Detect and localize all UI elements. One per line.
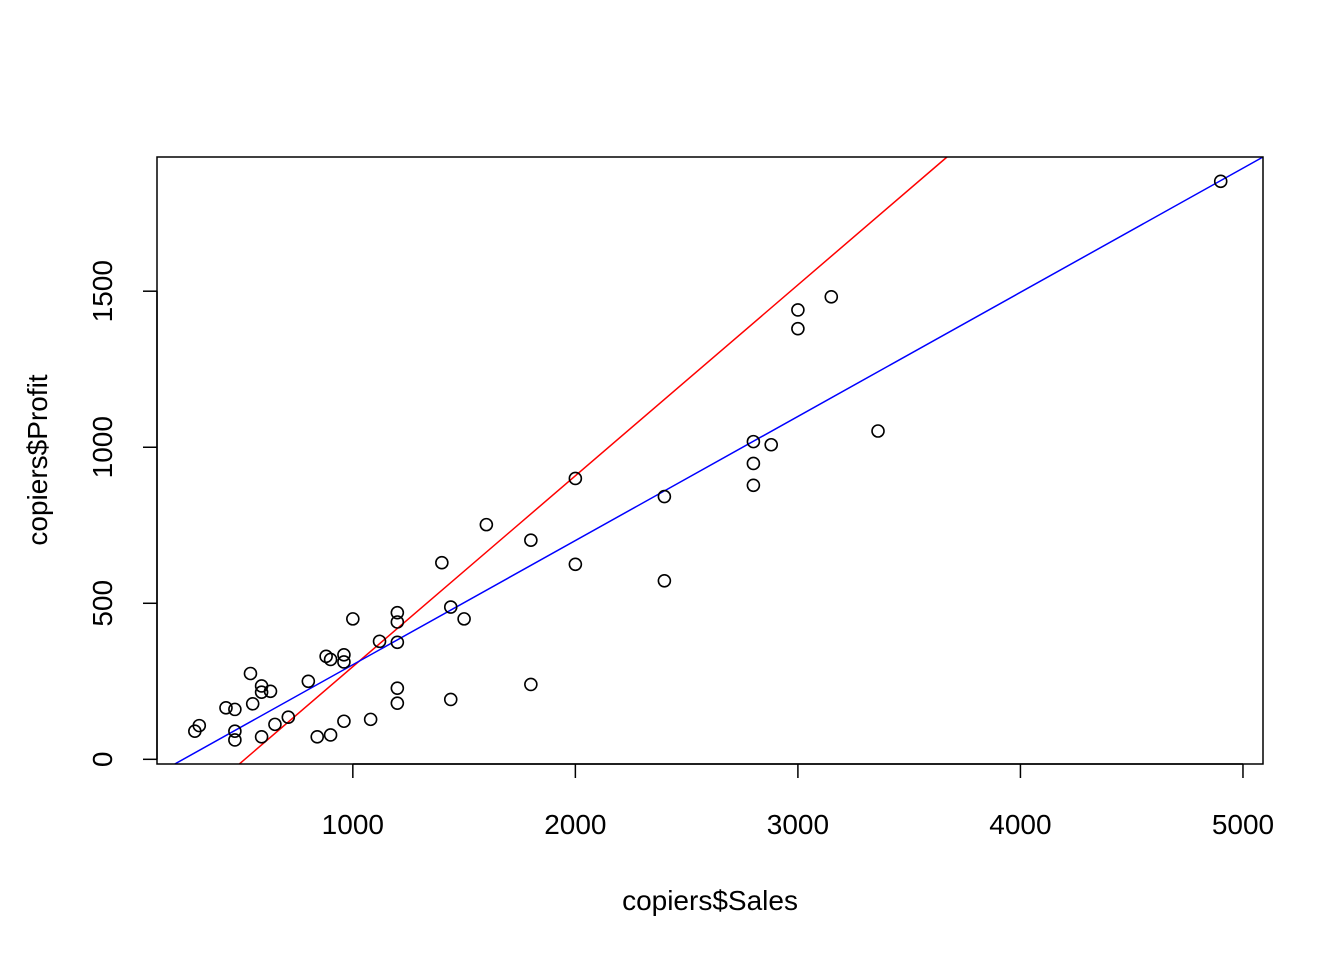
data-point — [824, 290, 839, 304]
data-point — [192, 718, 207, 733]
data-point — [363, 712, 378, 727]
x-tick-label: 2000 — [544, 809, 606, 840]
data-point — [1213, 174, 1228, 189]
data-point — [791, 321, 805, 336]
x-tick-label: 5000 — [1212, 809, 1274, 840]
data-point — [791, 303, 805, 317]
data-point — [457, 612, 471, 626]
data-point — [443, 692, 458, 707]
data-point — [871, 424, 885, 438]
data-point — [524, 677, 538, 692]
data-point — [268, 717, 282, 732]
data-point — [524, 533, 538, 548]
data-point — [390, 696, 405, 710]
plot-box — [156, 156, 1264, 765]
y-tick-label: 1000 — [87, 416, 118, 478]
data-point — [746, 434, 761, 449]
y-axis: 0 500 1000 1500 — [87, 260, 158, 768]
data-point — [568, 557, 583, 572]
data-point — [746, 456, 761, 471]
data-point — [323, 652, 338, 667]
data-point — [657, 574, 672, 588]
data-point — [219, 701, 233, 715]
data-point — [657, 489, 672, 504]
data-points — [188, 174, 1228, 747]
x-tick-label: 1000 — [322, 809, 384, 840]
data-point — [263, 684, 278, 699]
data-point — [443, 600, 458, 614]
data-point — [746, 478, 761, 493]
data-point — [323, 728, 338, 742]
data-point — [764, 437, 778, 452]
data-point — [337, 714, 351, 729]
data-point — [372, 634, 387, 649]
y-tick-label: 500 — [87, 580, 118, 627]
data-point — [254, 730, 269, 744]
data-point — [390, 681, 405, 695]
y-tick-label: 1500 — [87, 260, 118, 322]
data-point — [479, 517, 494, 532]
x-axis: 1000 2000 3000 4000 5000 — [322, 763, 1274, 840]
data-point — [301, 674, 316, 689]
data-point — [243, 666, 258, 681]
data-point — [254, 685, 269, 700]
data-point — [390, 605, 405, 620]
x-tick-label: 3000 — [767, 809, 829, 840]
regression-line-1 — [238, 156, 948, 765]
data-point — [228, 724, 242, 739]
regression-lines — [174, 156, 1264, 765]
data-point — [390, 635, 405, 650]
data-point — [346, 612, 360, 626]
data-point — [228, 702, 242, 717]
x-tick-label: 4000 — [989, 809, 1051, 840]
data-point — [310, 730, 325, 744]
data-point — [337, 647, 351, 662]
data-point — [228, 733, 242, 747]
data-point — [245, 696, 260, 711]
data-point — [281, 710, 296, 724]
data-point — [390, 615, 405, 629]
regression-line-2 — [174, 156, 1264, 765]
y-axis-label: copiers$Profit — [22, 374, 53, 545]
data-point — [337, 655, 351, 669]
x-axis-label: copiers$Sales — [622, 885, 798, 916]
data-point — [435, 555, 449, 570]
y-tick-label: 0 — [87, 752, 118, 768]
data-point — [568, 471, 583, 486]
